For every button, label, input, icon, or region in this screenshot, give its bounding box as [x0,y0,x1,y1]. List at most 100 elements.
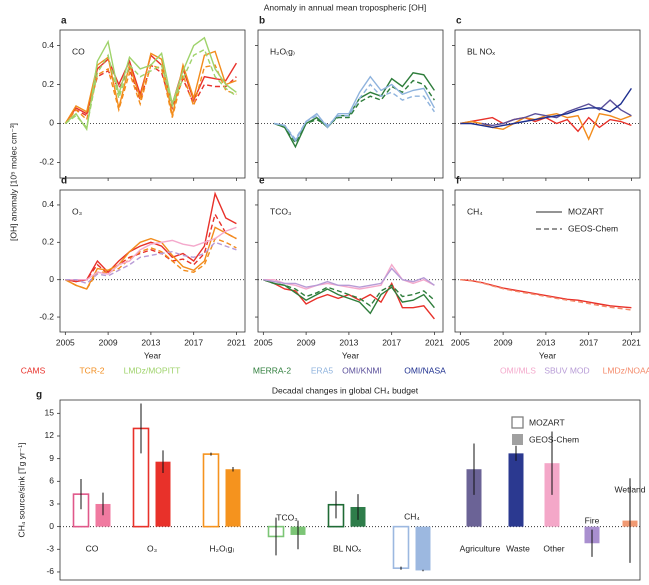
x-tick-label: 2005 [254,337,273,347]
style-legend-label: MOZART [568,206,604,216]
x-tick-label: 2013 [141,337,160,347]
category-label: Other [543,543,564,553]
legend-label: TCR-2 [79,365,104,375]
legend-label: OMI/NASA [404,365,446,375]
panel-frame [257,189,444,333]
bar [155,461,171,527]
category-label: Waste [506,543,530,553]
panel-title: H₂O₍g₎ [270,46,295,56]
series-line [263,279,435,307]
category-label: H₂O₍g₎ [210,543,235,553]
bar [202,453,220,528]
series-line [263,279,435,315]
bar [392,525,410,569]
series-line [64,237,237,290]
y-tick-label: 15 [45,408,55,418]
series-line [273,72,435,149]
legend-swatch [512,434,523,445]
legend-label: CAMS [21,365,46,375]
series-line [460,279,632,311]
panel-frame [257,29,444,179]
legend-label: LMDz/NOAA [603,365,649,375]
panel-title: O₃ [72,206,82,216]
y-tick-label: 0.4 [42,199,54,209]
legend-label: GEOS-Chem [529,434,579,444]
panel-title: CH₄ [467,206,483,216]
series-line [64,48,237,129]
category-label: O₃ [147,543,157,553]
x-tick-label: 2009 [494,337,513,347]
series-line [65,191,237,283]
series-line [64,36,237,132]
category-label: Wetland [614,484,645,494]
y-tick-label: 0.4 [42,40,54,50]
x-tick-label: 2017 [184,337,203,347]
panel-frame [59,399,641,581]
x-tick-label: 2013 [339,337,358,347]
panel-frame [454,29,641,179]
legend-label: SBUV MOD [544,365,589,375]
legend-swatch [511,416,524,429]
y-tick-label: -6 [46,566,54,576]
x-tick-label: 2009 [297,337,316,347]
y-tick-label: 3 [49,498,54,508]
y-axis-label: [OH] anomaly [10⁵ molec cm⁻³] [8,123,18,241]
x-axis-label: Year [539,350,556,360]
y-tick-label: 0 [49,118,54,128]
y-tick-label: 0.2 [42,79,54,89]
panel-title: BL NOₓ [467,46,495,56]
y-axis-label: CH₄ source/sink [Tg yr⁻¹] [16,443,26,538]
series-line [273,75,436,143]
panel-frame [454,189,641,333]
y-tick-label: -0.2 [39,311,54,321]
y-tick-label: 12 [45,430,55,440]
series-line [64,50,237,124]
x-tick-label: 2017 [579,337,598,347]
legend-label: ERA5 [311,365,333,375]
y-tick-label: 0.2 [42,237,54,247]
series-line [65,226,237,281]
figure-title: Anomaly in annual mean tropospheric [OH] [264,2,427,12]
category-label: TCO₃ [276,512,297,522]
series-line [481,99,632,127]
panel-frame [59,29,246,179]
panel-title: TCO₃ [270,206,291,216]
x-tick-label: 2009 [99,337,118,347]
series-line [273,83,435,141]
legend-label: OMI/MLS [500,365,536,375]
panel-label: c [456,16,462,27]
panel-frame [59,189,246,333]
legend-label: MOZART [529,417,565,427]
category-label: Fire [585,515,600,525]
category-label: Agriculture [460,543,501,553]
panel-label: f [456,176,460,187]
y-tick-label: -3 [46,544,54,554]
x-axis-label: Year [144,350,161,360]
bar [225,469,241,527]
legend-label: OMI/KNMI [342,365,382,375]
series-line [273,79,435,145]
panel-label: g [36,390,42,401]
y-tick-label: 0 [49,274,54,284]
panel-label: e [259,176,265,187]
y-tick-label: 9 [49,453,54,463]
panel-label: d [61,176,67,187]
x-tick-label: 2005 [451,337,470,347]
legend-label: LMDz/MOPITT [124,365,181,375]
x-tick-label: 2017 [382,337,401,347]
bar [466,469,482,527]
category-label: CH₄ [404,511,420,521]
legend-label: MERRA-2 [253,365,292,375]
category-label: CO [86,543,99,553]
style-legend-label: GEOS-Chem [568,223,618,233]
bar [508,453,524,527]
x-tick-label: 2005 [56,337,75,347]
bar [415,526,431,571]
x-tick-label: 2013 [536,337,555,347]
series-line [263,267,435,288]
panel-title: CO [72,46,85,56]
y-tick-label: 0 [49,521,54,531]
panel-label: b [259,16,265,27]
y-tick-label: -0.2 [39,157,54,167]
